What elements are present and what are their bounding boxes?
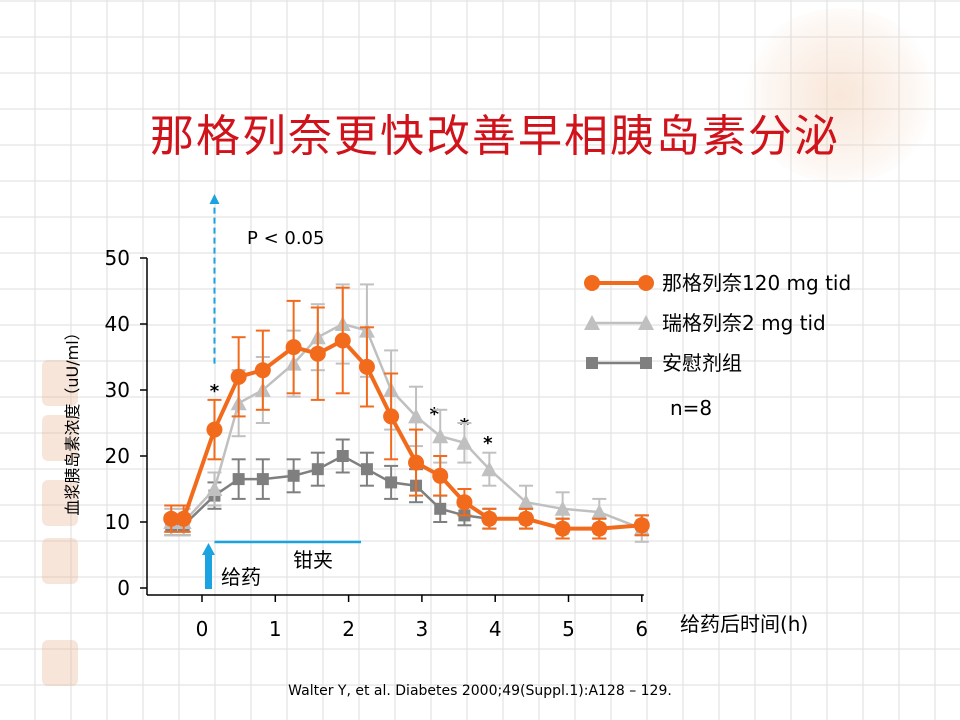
decorative-brush-watermark bbox=[740, 8, 940, 183]
x-axis-label: 给药后时间(h) bbox=[680, 612, 808, 636]
legend-label: 瑞格列奈2 mg tid bbox=[662, 311, 826, 335]
data-point bbox=[554, 520, 571, 537]
data-point bbox=[481, 510, 498, 527]
y-tick-label: 20 bbox=[105, 444, 130, 468]
data-point bbox=[254, 362, 271, 379]
citation: Walter Y, et al. Diabetes 2000;49(Suppl.… bbox=[288, 683, 672, 699]
legend-marker bbox=[584, 275, 600, 291]
series-line bbox=[171, 338, 642, 531]
legend-marker bbox=[586, 357, 598, 369]
y-axis-label: 血浆胰岛素浓度（uU/ml） bbox=[63, 324, 82, 515]
data-point bbox=[434, 502, 447, 515]
data-point bbox=[256, 473, 269, 486]
data-point bbox=[517, 510, 534, 527]
data-point bbox=[285, 339, 302, 356]
data-point bbox=[456, 434, 473, 450]
data-point bbox=[175, 510, 192, 527]
decorative-seal bbox=[42, 640, 78, 686]
data-point bbox=[554, 500, 571, 516]
p-value-annotation: P < 0.05 bbox=[247, 228, 324, 249]
x-tick-label: 1 bbox=[269, 617, 282, 641]
decorative-seal bbox=[42, 538, 78, 584]
data-point bbox=[456, 494, 473, 511]
x-tick-label: 6 bbox=[635, 617, 648, 641]
y-tick-label: 10 bbox=[105, 510, 130, 534]
legend-marker bbox=[584, 315, 600, 330]
data-point bbox=[517, 494, 534, 510]
data-point bbox=[232, 473, 245, 486]
data-point bbox=[206, 421, 223, 438]
data-point bbox=[408, 454, 425, 471]
dashed-arrow-head bbox=[209, 194, 220, 204]
slide-title: 那格列奈更快改善早相胰岛素分泌 bbox=[150, 111, 840, 162]
data-point bbox=[408, 408, 425, 424]
clamp-label: 钳夹 bbox=[293, 548, 333, 572]
n-label: n=8 bbox=[670, 396, 712, 420]
chart-axes: 0 10 20 30 40 50 0 1 2 3 4 5 6 给药后时间(h) 血浆胰岛素浓度（uU/ml） bbox=[63, 246, 808, 641]
decorative-seal bbox=[42, 415, 78, 461]
data-point bbox=[432, 467, 449, 484]
legend-label: 安慰剂组 bbox=[662, 351, 742, 375]
x-tick-label: 2 bbox=[342, 617, 355, 641]
y-tick-label: 0 bbox=[117, 576, 130, 600]
data-point bbox=[230, 368, 247, 385]
x-tick-label: 5 bbox=[562, 617, 575, 641]
data-point bbox=[287, 469, 300, 482]
data-point bbox=[358, 358, 375, 375]
data-point bbox=[385, 476, 398, 489]
data-point bbox=[206, 481, 223, 496]
data-point bbox=[432, 428, 449, 444]
y-tick-label: 40 bbox=[105, 312, 130, 336]
y-tick-label: 50 bbox=[105, 246, 130, 270]
x-tick-label: 3 bbox=[416, 617, 429, 641]
series-triangle bbox=[163, 283, 650, 543]
data-point bbox=[311, 463, 324, 476]
legend-marker bbox=[638, 315, 654, 330]
x-tick-label: 4 bbox=[489, 617, 502, 641]
data-point bbox=[633, 517, 650, 534]
data-point bbox=[336, 450, 349, 462]
data-point bbox=[334, 332, 351, 349]
series-circle bbox=[163, 286, 650, 540]
significance-marker: * bbox=[430, 404, 440, 425]
data-point bbox=[163, 510, 180, 527]
chart-legend: 那格列奈120 mg tid 瑞格列奈2 mg tid 安慰剂组 n=8 bbox=[584, 271, 851, 420]
legend-marker bbox=[638, 275, 654, 291]
data-point bbox=[383, 408, 400, 425]
y-tick-label: 30 bbox=[105, 378, 130, 402]
x-tick-label: 0 bbox=[196, 617, 209, 641]
significance-marker: * bbox=[483, 433, 493, 454]
data-point bbox=[481, 461, 498, 477]
decorative-seal bbox=[42, 360, 78, 406]
data-point bbox=[591, 504, 608, 520]
dose-label: 给药 bbox=[221, 565, 261, 589]
dose-arrow-shaft bbox=[205, 553, 212, 589]
series-line bbox=[171, 322, 643, 530]
dose-arrow-head bbox=[202, 543, 215, 555]
series-square bbox=[164, 438, 649, 540]
data-point bbox=[309, 345, 326, 362]
data-point bbox=[360, 463, 373, 476]
data-point bbox=[591, 520, 608, 537]
legend-marker bbox=[640, 357, 652, 369]
significance-marker: * bbox=[210, 381, 220, 402]
decorative-seal bbox=[42, 480, 78, 526]
chart-series bbox=[163, 283, 650, 543]
legend-label: 那格列奈120 mg tid bbox=[662, 271, 851, 295]
series-line bbox=[171, 454, 642, 530]
